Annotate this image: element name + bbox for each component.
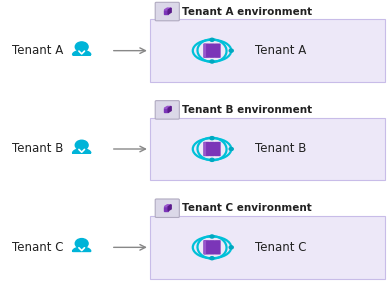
Circle shape: [210, 136, 214, 140]
Circle shape: [210, 38, 214, 41]
Circle shape: [75, 42, 88, 52]
Polygon shape: [164, 205, 171, 207]
FancyBboxPatch shape: [203, 142, 209, 156]
Circle shape: [210, 235, 214, 238]
Circle shape: [229, 49, 233, 52]
Circle shape: [75, 239, 88, 249]
Circle shape: [210, 257, 214, 260]
Polygon shape: [164, 108, 168, 112]
FancyBboxPatch shape: [215, 142, 221, 156]
Text: Tenant B: Tenant B: [12, 142, 63, 156]
FancyBboxPatch shape: [150, 19, 385, 82]
Polygon shape: [168, 8, 171, 14]
Circle shape: [229, 246, 233, 249]
FancyBboxPatch shape: [155, 101, 179, 119]
FancyBboxPatch shape: [204, 240, 206, 254]
Text: Tenant A: Tenant A: [255, 44, 306, 57]
Circle shape: [75, 140, 88, 150]
Text: Tenant A: Tenant A: [12, 44, 63, 57]
FancyBboxPatch shape: [150, 118, 385, 180]
Text: Tenant C: Tenant C: [12, 241, 63, 254]
FancyBboxPatch shape: [215, 240, 221, 254]
FancyBboxPatch shape: [204, 44, 206, 58]
FancyBboxPatch shape: [204, 142, 206, 156]
Polygon shape: [73, 149, 91, 153]
FancyBboxPatch shape: [209, 142, 215, 156]
Text: Tenant A environment: Tenant A environment: [182, 7, 312, 17]
Polygon shape: [73, 50, 91, 55]
Text: Tenant B: Tenant B: [255, 142, 306, 156]
Polygon shape: [164, 8, 171, 10]
Text: Tenant C: Tenant C: [255, 241, 306, 254]
FancyBboxPatch shape: [203, 44, 209, 58]
Polygon shape: [168, 106, 171, 112]
Circle shape: [210, 158, 214, 162]
FancyBboxPatch shape: [203, 240, 209, 254]
FancyBboxPatch shape: [155, 199, 179, 218]
FancyBboxPatch shape: [150, 216, 385, 279]
Polygon shape: [73, 247, 91, 252]
FancyBboxPatch shape: [209, 44, 215, 58]
Polygon shape: [164, 106, 171, 108]
Text: Tenant C environment: Tenant C environment: [182, 203, 312, 213]
Polygon shape: [164, 10, 168, 14]
Circle shape: [229, 148, 233, 150]
Polygon shape: [164, 207, 168, 211]
FancyBboxPatch shape: [215, 44, 221, 58]
Text: Tenant B environment: Tenant B environment: [182, 105, 312, 115]
FancyBboxPatch shape: [155, 2, 179, 21]
Polygon shape: [168, 205, 171, 211]
Circle shape: [210, 60, 214, 63]
FancyBboxPatch shape: [209, 240, 215, 254]
